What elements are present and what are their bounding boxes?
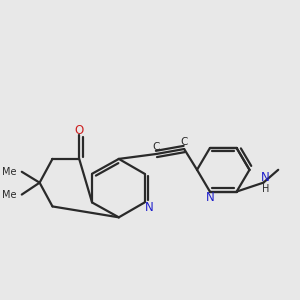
Text: C: C (153, 142, 160, 152)
Text: H: H (262, 184, 269, 194)
Text: O: O (75, 124, 84, 137)
Text: Me: Me (2, 190, 17, 200)
Text: Me: Me (2, 167, 17, 177)
Text: N: N (261, 171, 270, 184)
Text: N: N (206, 191, 214, 204)
Text: N: N (145, 201, 154, 214)
Text: C: C (181, 137, 188, 147)
